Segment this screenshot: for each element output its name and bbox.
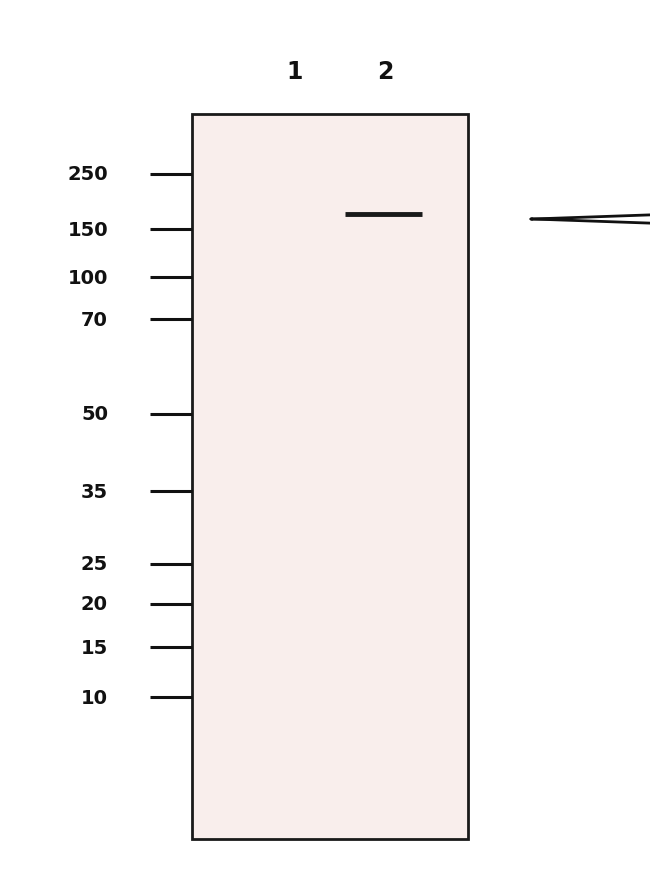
Text: 50: 50	[81, 405, 108, 424]
Text: 1: 1	[287, 60, 303, 84]
Text: 15: 15	[81, 638, 108, 657]
Text: 2: 2	[377, 60, 393, 84]
Text: 35: 35	[81, 482, 108, 501]
Text: 70: 70	[81, 310, 108, 329]
Text: 20: 20	[81, 594, 108, 614]
Text: 10: 10	[81, 687, 108, 706]
Text: 25: 25	[81, 555, 108, 574]
Text: 250: 250	[68, 165, 108, 184]
Text: 150: 150	[68, 220, 108, 239]
Text: 100: 100	[68, 269, 108, 287]
Bar	[192, 115, 468, 839]
